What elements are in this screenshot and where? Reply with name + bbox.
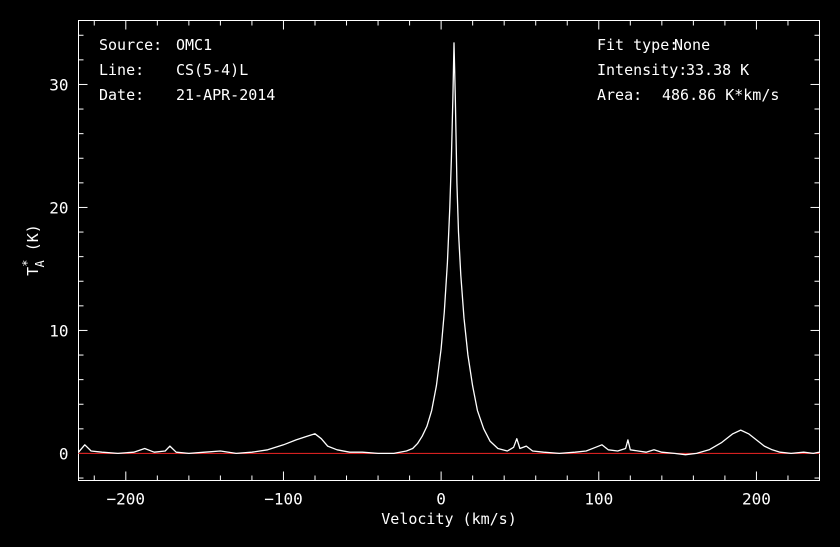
y-tick-label: 30 <box>49 75 68 94</box>
x-tick-label: −100 <box>264 490 303 509</box>
y-axis-title-sup: * <box>20 260 34 267</box>
x-tick-label: −200 <box>107 490 146 509</box>
y-tick-label: 0 <box>59 444 69 463</box>
source-value: OMC1 <box>176 36 212 54</box>
area-value: 486.86 K*km/s <box>662 86 779 104</box>
intensity-label: Intensity: <box>597 61 687 79</box>
date-label: Date: <box>99 86 144 104</box>
axis-ticks: −200 −100 0 100 200 0 10 20 30 <box>49 20 820 509</box>
y-tick-label: 10 <box>49 321 68 340</box>
fit-type-value: None <box>674 36 710 54</box>
y-axis-title-main: T <box>24 267 42 276</box>
intensity-value: 33.38 K <box>686 61 749 79</box>
plot-frame <box>78 20 820 481</box>
series-group <box>78 42 820 456</box>
y-axis-title: T*A (K) <box>20 224 47 276</box>
spectrum-line <box>78 42 820 456</box>
line-label: Line: <box>99 61 144 79</box>
line-value: CS(5-4)L <box>176 61 248 79</box>
y-axis-title-unit: (K) <box>24 224 42 260</box>
fit-type-label: Fit type: <box>597 36 678 54</box>
x-tick-label: 100 <box>584 490 613 509</box>
area-label: Area: <box>597 86 642 104</box>
source-label: Source: <box>99 36 162 54</box>
x-tick-label: 200 <box>742 490 771 509</box>
y-axis-title-sub: A <box>33 260 47 268</box>
y-tick-label: 20 <box>49 198 68 217</box>
x-tick-label: 0 <box>436 490 446 509</box>
x-axis-title: Velocity (km/s) <box>381 510 516 528</box>
date-value: 21-APR-2014 <box>176 86 275 104</box>
